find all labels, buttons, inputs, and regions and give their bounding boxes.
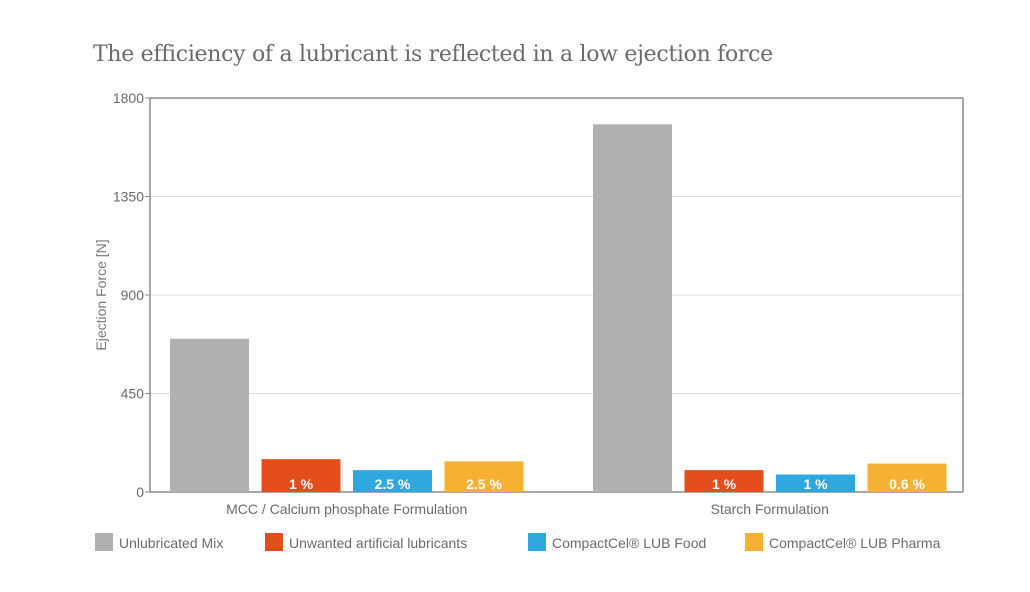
y-tick-label: 0 (136, 484, 144, 500)
legend-label: Unwanted artificial lubricants (289, 535, 467, 551)
legend-label: CompactCel® LUB Food (552, 535, 706, 551)
y-tick-label: 900 (121, 287, 145, 303)
legend-swatch (95, 533, 113, 551)
bar-data-label: 1 % (289, 476, 314, 492)
y-tick-label: 1800 (113, 90, 144, 106)
bar-data-label: 2.5 % (375, 476, 411, 492)
bar-0-1 (593, 124, 672, 493)
bar-2-0 (353, 470, 432, 492)
bar-data-label: 1 % (712, 476, 737, 492)
bar-data-label: 0.6 % (889, 476, 925, 492)
legend-swatch (528, 533, 546, 551)
y-tick-label: 1350 (113, 189, 144, 205)
legend-swatch (745, 533, 763, 551)
y-tick-label: 450 (121, 386, 145, 402)
x-category-label: MCC / Calcium phosphate Formulation (226, 501, 467, 517)
legend-label: Unlubricated Mix (119, 535, 223, 551)
legend-label: CompactCel® LUB Pharma (769, 535, 941, 551)
bar-data-label: 1 % (803, 476, 828, 492)
bar-3-0 (444, 461, 524, 492)
bar-1-0 (261, 459, 341, 492)
chart-title: The efficiency of a lubricant is reflect… (93, 42, 773, 67)
y-axis-label: Ejection Force [N] (93, 239, 109, 350)
bar-1-1 (684, 470, 764, 492)
bar-data-label: 2.5 % (466, 476, 502, 492)
bar-2-1 (776, 474, 855, 492)
bar-0-0 (170, 338, 249, 492)
legend-swatch (265, 533, 283, 551)
x-category-label: Starch Formulation (711, 501, 829, 517)
bar-3-1 (867, 463, 947, 492)
